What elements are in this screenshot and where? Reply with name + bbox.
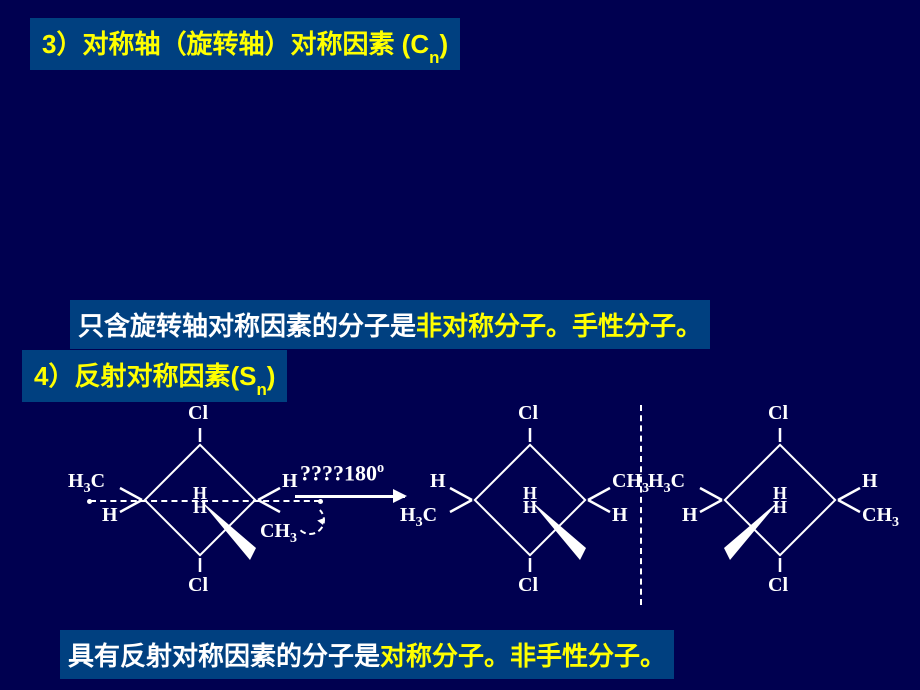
heading-sn-pre: 4）反射对称因素(S (34, 361, 256, 391)
heading-cn-axis: 3）对称轴（旋转轴）对称因素 (Cn) (30, 18, 460, 70)
rotation-axis (90, 500, 320, 502)
atom-lower-right: CH3 (862, 504, 899, 531)
atom-bottom: Cl (518, 574, 538, 597)
atom-upper-left: H3C (68, 470, 105, 497)
stmt2-plain: 具有反射对称因素的分子是 (68, 641, 380, 671)
atom-upper-right: H (862, 470, 878, 493)
atom-upper-right: CH3 (612, 470, 649, 497)
atom-bottom: Cl (768, 574, 788, 597)
atom-top: Cl (768, 402, 788, 425)
atom-bottom: Cl (188, 574, 208, 597)
atom-center: HH (523, 486, 537, 514)
heading-cn-post: ) (439, 29, 448, 59)
heading-sn-reflection: 4）反射对称因素(Sn) (22, 350, 287, 402)
molecule-middle: Cl Cl H CH3 H3C H HH (430, 400, 630, 600)
atom-center: HH (773, 486, 787, 514)
atom-lower-left: H3C (400, 504, 437, 531)
atom-upper-right: H (282, 470, 298, 493)
molecule-left: Cl Cl H3C H H CH3 HH (100, 400, 300, 600)
rotation-label: ????180o (300, 460, 384, 486)
statement-reflection: 具有反射对称因素的分子是对称分子。非手性分子。 (60, 630, 674, 679)
atom-lower-left: H (102, 504, 118, 527)
rotation-angle: 180 (344, 460, 377, 485)
stmt1-plain: 只含旋转轴对称因素的分子是 (78, 311, 416, 341)
rotation-deg: o (377, 460, 384, 476)
heading-sn-sub: n (256, 380, 266, 399)
heading-cn-pre: 3）对称轴（旋转轴）对称因素 (C (42, 29, 429, 59)
atom-upper-left: H3C (648, 470, 685, 497)
atom-top: Cl (518, 402, 538, 425)
stmt2-highlight: 对称分子。非手性分子。 (380, 641, 666, 671)
mirror-plane (640, 405, 642, 605)
rotate-hint-icon (295, 505, 325, 535)
rotation-arrow (295, 495, 405, 498)
stmt1-highlight: 非对称分子。手性分子。 (416, 311, 702, 341)
atom-upper-left: H (430, 470, 446, 493)
atom-top: Cl (188, 402, 208, 425)
rotation-prefix: ???? (300, 460, 344, 485)
heading-cn-sub: n (429, 48, 439, 67)
atom-lower-right: H (612, 504, 628, 527)
heading-sn-post: ) (267, 361, 276, 391)
atom-lower-left: H (682, 504, 698, 527)
atom-lower-right: CH3 (260, 520, 297, 547)
statement-rotation-only: 只含旋转轴对称因素的分子是非对称分子。手性分子。 (70, 300, 710, 349)
molecule-right: Cl Cl H3C H H CH3 HH (680, 400, 880, 600)
